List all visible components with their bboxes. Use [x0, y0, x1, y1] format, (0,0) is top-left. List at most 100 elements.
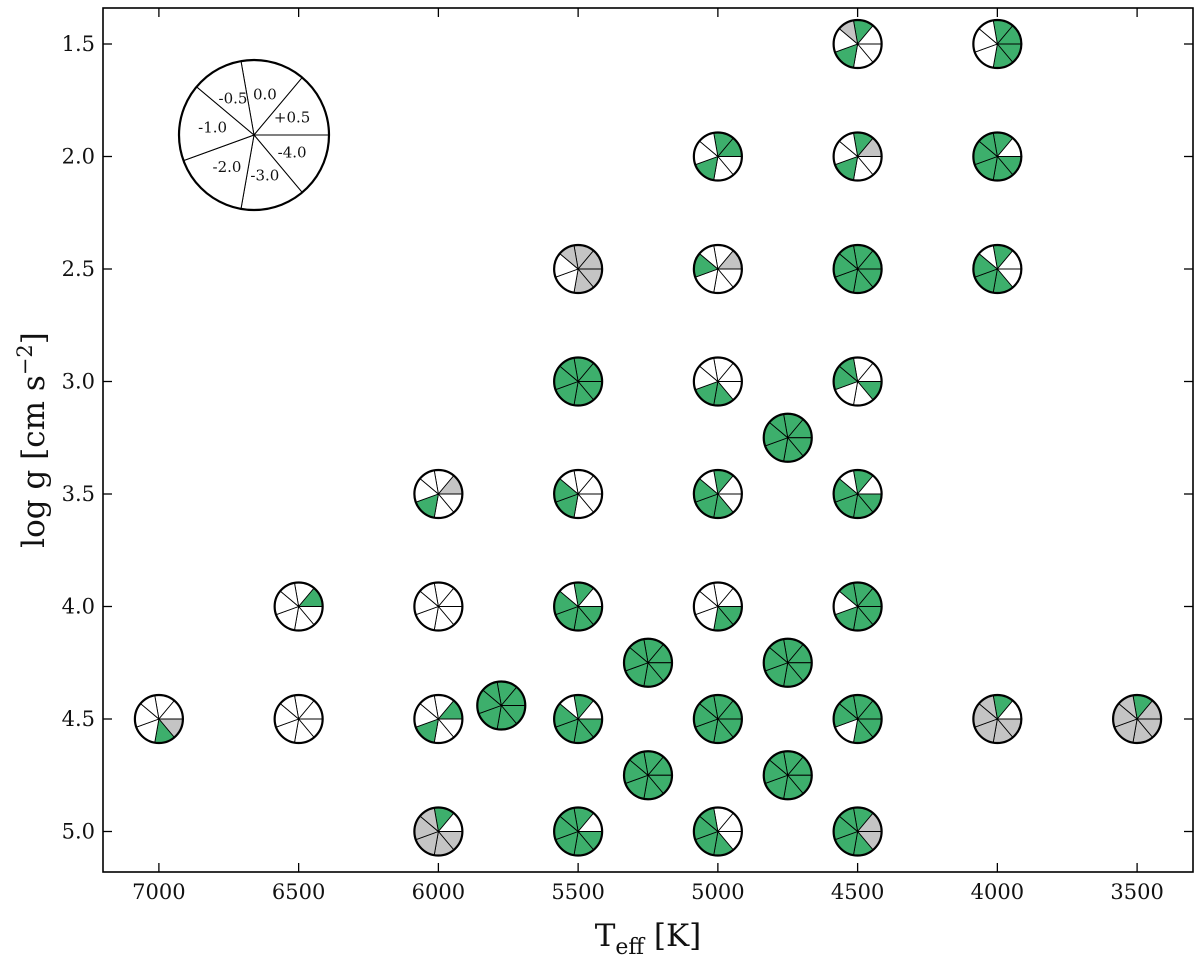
pie-outline [692, 581, 743, 632]
marker-pie [692, 356, 743, 407]
pie-outline [553, 243, 604, 295]
pie-outline [553, 468, 604, 520]
marker-pie [413, 806, 464, 857]
key-label: -2.0 [213, 158, 242, 176]
marker-pie [832, 131, 883, 182]
ticks-layer: 7000 6500 6000 5500 5000 4500 4000 3500 1.5 2.0 2.… [62, 8, 1193, 904]
pie-outline [762, 637, 813, 688]
pie-outline [273, 693, 324, 745]
y-tick-label: 2.5 [62, 257, 95, 281]
marker-pie [832, 693, 883, 745]
x-tick-label: 4000 [971, 880, 1024, 904]
pie-outline [832, 581, 883, 632]
marker-pie [762, 412, 813, 463]
marker-pie [692, 131, 743, 182]
pie-outline [692, 356, 743, 407]
marker-pie [273, 581, 324, 632]
pie-outline [762, 412, 813, 463]
pie-outline [476, 680, 527, 731]
marker-pie [553, 581, 604, 632]
pie-outline [692, 131, 743, 182]
pie-outline [972, 131, 1023, 182]
x-tick-label: 5500 [551, 880, 604, 904]
key-label: -0.5 [219, 90, 248, 108]
marker-pie [692, 468, 743, 520]
pie-outline [832, 131, 883, 182]
pie-outline [832, 243, 883, 295]
marker-pie [553, 356, 604, 407]
marker-pie [622, 750, 674, 801]
marker-pie [692, 806, 743, 857]
x-axis-title-unit: [K] [644, 918, 701, 954]
marker-pie [832, 243, 883, 295]
marker-pie [413, 468, 464, 520]
marker-pie [553, 468, 604, 520]
marker-pie [832, 356, 883, 407]
x-axis-title-main: T [595, 918, 616, 954]
markers-layer [133, 18, 1163, 857]
x-tick-label: 5000 [691, 880, 744, 904]
marker-pie [273, 693, 324, 745]
pie-outline [622, 750, 674, 801]
pie-outline [832, 468, 883, 520]
pie-outline [553, 806, 604, 857]
pie-outline [177, 58, 331, 212]
marker-pie [692, 243, 743, 295]
marker-pie [133, 693, 184, 745]
x-axis-title-sub: eff [615, 935, 645, 959]
key-pie [177, 58, 331, 212]
marker-pie [832, 581, 883, 632]
marker-pie [1112, 693, 1163, 745]
y-tick-label: 3.5 [62, 482, 95, 506]
x-axis-title: Teff [K] [595, 918, 702, 959]
marker-pie [762, 637, 813, 688]
marker-pie [832, 806, 883, 857]
marker-pie [553, 806, 604, 857]
marker-pie [413, 693, 464, 745]
pie-outline [133, 693, 184, 745]
marker-pie [972, 18, 1023, 70]
marker-pie [972, 131, 1023, 182]
key-label: +0.5 [274, 108, 310, 126]
x-tick-label: 7000 [132, 880, 185, 904]
marker-pie [553, 243, 604, 295]
y-tick-label: 5.0 [62, 820, 95, 844]
pie-outline [413, 581, 464, 632]
y-axis-title-main: log g [cm s [16, 375, 52, 548]
key-label: -3.0 [250, 167, 279, 185]
x-tick-label: 4500 [831, 880, 884, 904]
pie-outline [692, 468, 743, 520]
marker-pie [413, 581, 464, 632]
pie-outline [553, 693, 604, 745]
marker-pie [972, 693, 1023, 745]
pie-outline [413, 468, 464, 520]
key-label: -4.0 [278, 144, 307, 162]
marker-pie [832, 18, 883, 70]
pie-outline [692, 806, 743, 857]
marker-pie [692, 581, 743, 632]
marker-pie [553, 693, 604, 745]
legend-key: 0.0 +0.5 -4.0 -3.0 -2.0 -1.0 -0.5 [177, 58, 331, 212]
pie-outline [273, 581, 324, 632]
marker-pie [476, 680, 527, 731]
plot-frame [102, 7, 1194, 873]
marker-pie [622, 637, 674, 688]
marker-pie [762, 750, 813, 801]
pie-outline [553, 581, 604, 632]
pie-outline [832, 356, 883, 407]
pie-outline [832, 18, 883, 70]
key-label: -1.0 [198, 119, 227, 137]
y-axis-title: log g [cm s−2] [13, 332, 52, 548]
marker-pie [832, 468, 883, 520]
pie-outline [622, 637, 674, 688]
marker-pie [692, 693, 743, 745]
key-label: 0.0 [253, 85, 277, 103]
x-tick-label: 3500 [1110, 880, 1163, 904]
pie-outline [762, 750, 813, 801]
pie-outline [692, 243, 743, 295]
pie-outline [692, 693, 743, 745]
y-tick-label: 3.0 [62, 370, 95, 394]
y-tick-label: 2.0 [62, 145, 95, 169]
pie-outline [553, 356, 604, 407]
